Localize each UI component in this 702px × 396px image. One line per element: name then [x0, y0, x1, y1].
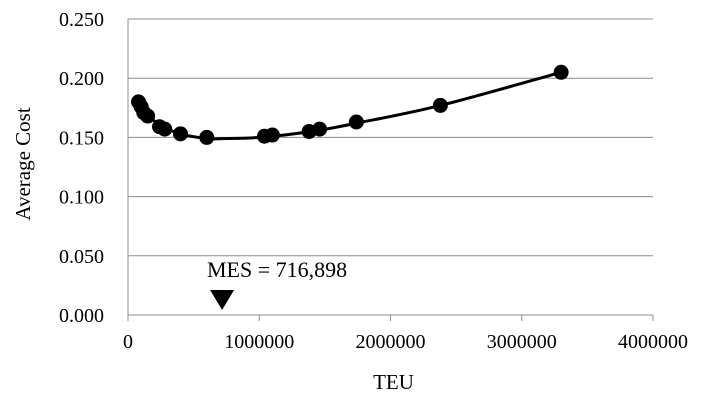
x-tick-label: 1000000 — [224, 331, 294, 353]
y-tick-label: 0.100 — [59, 187, 104, 209]
data-point — [432, 97, 448, 113]
x-tick-label: 4000000 — [618, 331, 688, 353]
fit-curve — [137, 70, 562, 141]
data-point — [157, 121, 173, 137]
data-point — [264, 127, 280, 143]
y-tick-label: 0.150 — [59, 127, 104, 149]
x-tick-labels: 0 1000000 2000000 3000000 4000000 — [123, 331, 688, 353]
y-tick-label: 0.000 — [59, 305, 104, 327]
x-tick-label: 2000000 — [356, 331, 426, 353]
data-point — [312, 121, 328, 137]
data-point — [140, 108, 156, 124]
x-axis-title: TEU — [373, 370, 414, 394]
y-tick-label: 0.050 — [59, 246, 104, 268]
data-point — [199, 129, 215, 145]
y-tick-label: 0.200 — [59, 68, 104, 90]
y-axis-title: Average Cost — [11, 107, 35, 220]
x-tick-label: 3000000 — [487, 331, 557, 353]
axes — [127, 19, 654, 321]
y-tick-labels: 0.000 0.050 0.100 0.150 0.200 0.250 — [59, 9, 104, 327]
mes-marker-triangle — [210, 290, 235, 310]
data-point — [173, 126, 188, 142]
data-points — [131, 64, 569, 145]
data-point — [348, 114, 364, 130]
data-point — [553, 64, 569, 80]
y-tick-label: 0.250 — [59, 9, 104, 31]
mes-annotation: MES = 716,898 — [207, 257, 347, 282]
x-tick-label: 0 — [123, 331, 133, 353]
